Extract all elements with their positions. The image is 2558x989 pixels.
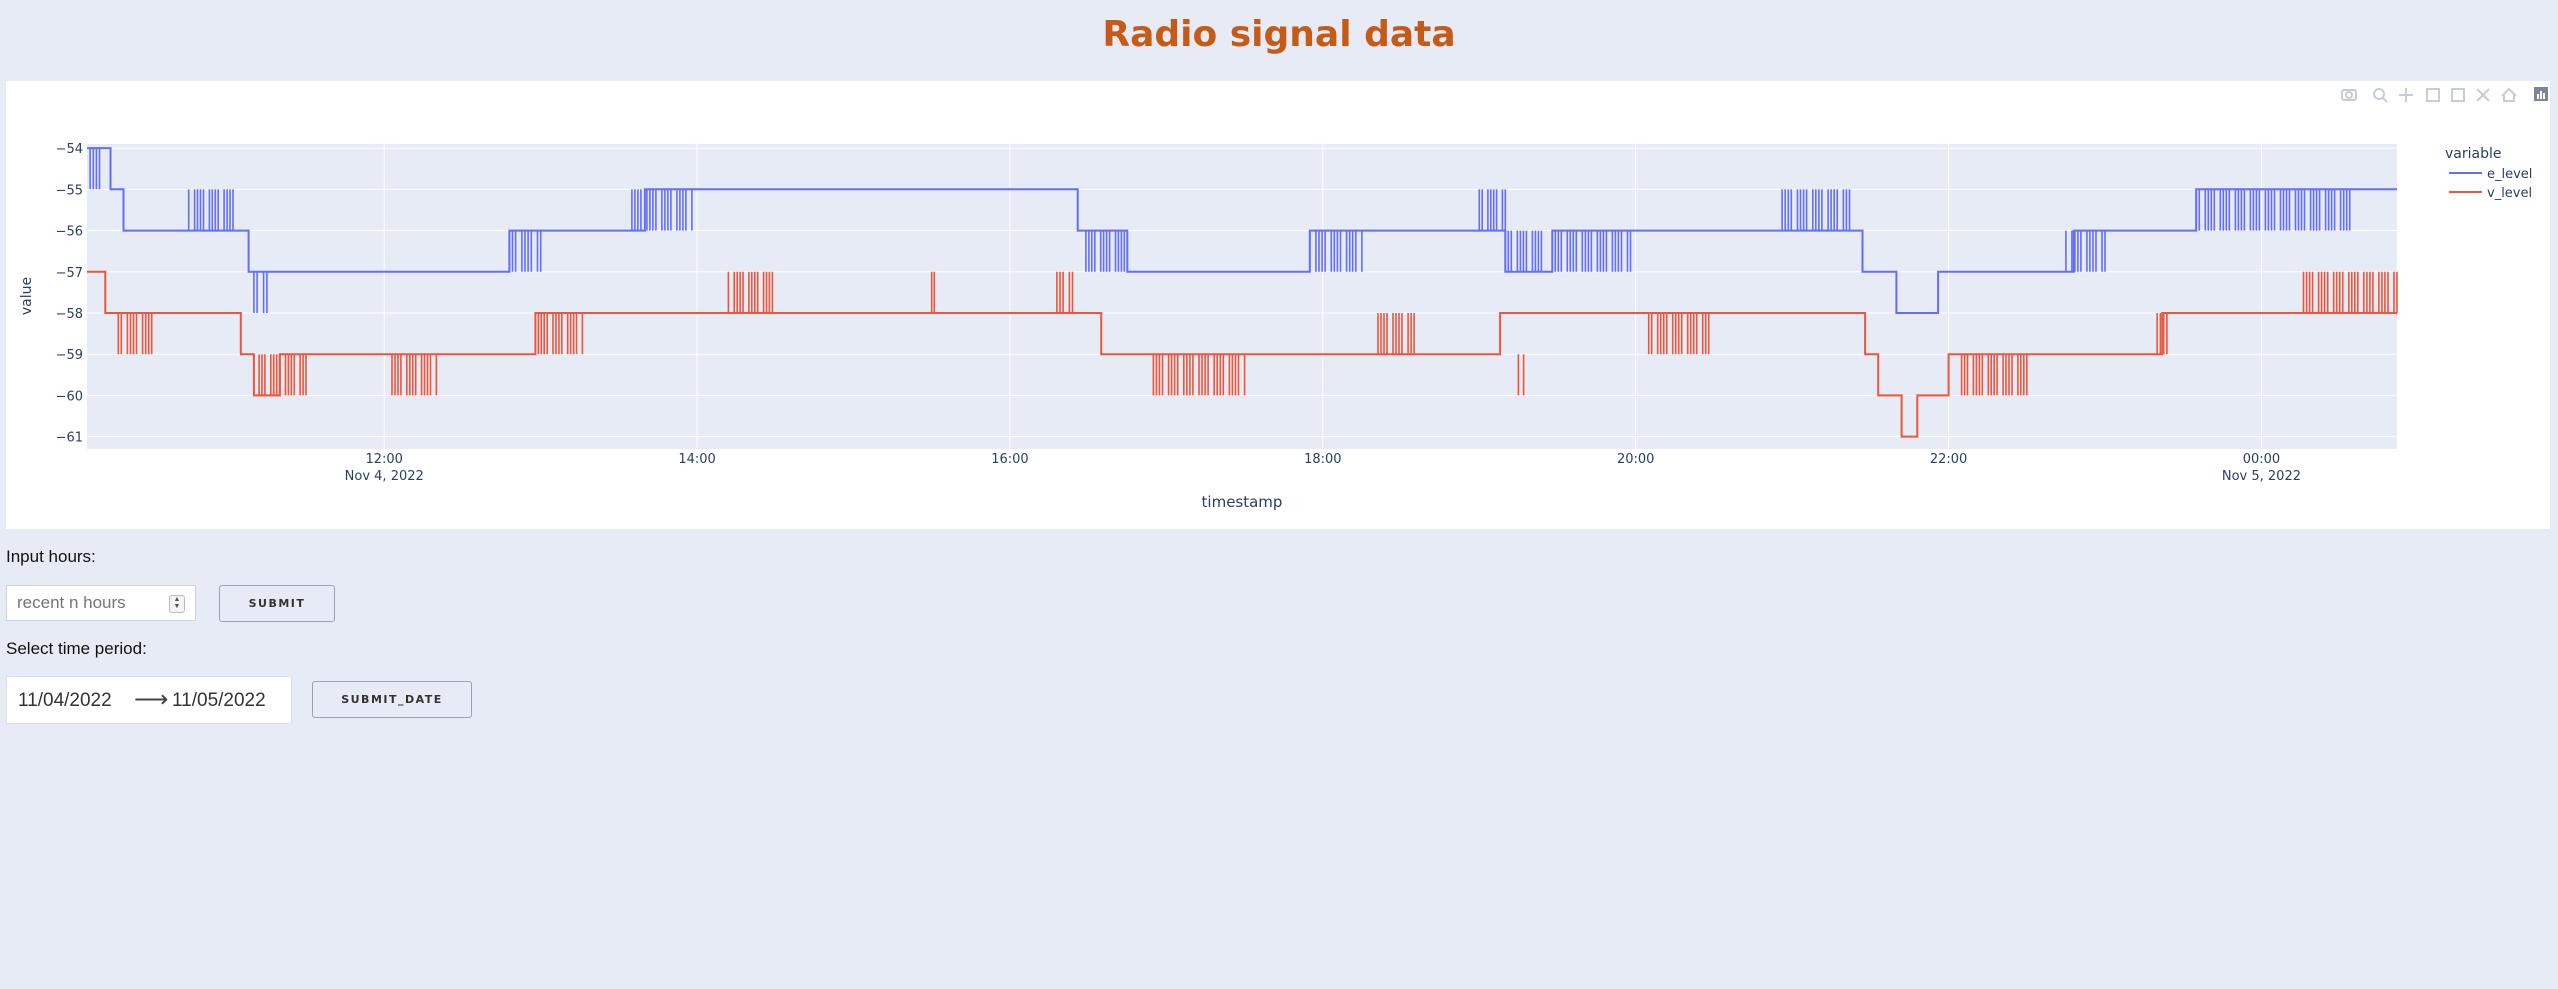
y-tick-label: −58 bbox=[56, 307, 83, 322]
x-tick-labels: 12:00 Nov 4, 2022 14:00 16:00 18:00 20:00 22:0… bbox=[345, 452, 2301, 484]
legend-label-v-level: v_level bbox=[2487, 186, 2532, 201]
y-tick-label: −59 bbox=[56, 348, 83, 363]
series-flicker-band bbox=[1478, 189, 1507, 231]
y-tick-label: −54 bbox=[56, 142, 83, 157]
x-tick-label: 18:00 bbox=[1304, 452, 1341, 467]
zoom-icon[interactable] bbox=[2373, 88, 2388, 103]
plot-background bbox=[87, 144, 2397, 449]
hours-input-placeholder: recent n hours bbox=[17, 593, 126, 612]
x-tick-sublabel: Nov 5, 2022 bbox=[2222, 469, 2301, 484]
series-flicker-band bbox=[1085, 230, 1126, 272]
series-flicker-band bbox=[1056, 271, 1074, 313]
series-line bbox=[87, 270, 2397, 438]
series-flicker-band bbox=[1309, 230, 1363, 272]
y-tick-label: −57 bbox=[56, 266, 83, 281]
series-layer bbox=[87, 147, 2398, 438]
series-flicker-band bbox=[1517, 354, 1525, 396]
y-axis-title: value bbox=[19, 277, 35, 315]
pan-icon[interactable] bbox=[2399, 88, 2413, 102]
series-flicker-band bbox=[253, 271, 268, 313]
legend-title: variable bbox=[2445, 146, 2501, 162]
series-flicker-band bbox=[2156, 313, 2168, 355]
autoscale-icon[interactable] bbox=[2476, 88, 2490, 102]
x-tick-sublabel: Nov 4, 2022 bbox=[345, 469, 424, 484]
x-tick-label: 00:00 bbox=[2243, 452, 2280, 467]
series-flicker-band bbox=[1504, 230, 1543, 272]
y-tick-label: −56 bbox=[56, 225, 83, 240]
series-flicker-band bbox=[1781, 189, 1851, 231]
series-flicker-band bbox=[631, 189, 693, 231]
date-range-picker[interactable]: 11/04/2022 ⟶ 11/05/2022 bbox=[6, 676, 292, 724]
series-flicker-band bbox=[508, 230, 542, 272]
submit-button[interactable]: SUBMIT bbox=[219, 585, 335, 622]
plotly-logo-icon[interactable] bbox=[2534, 87, 2548, 101]
x-tick-label: 20:00 bbox=[1617, 452, 1654, 467]
y-tick-label: −60 bbox=[56, 389, 83, 404]
start-date-input[interactable]: 11/04/2022 bbox=[18, 690, 112, 711]
series-flicker-band bbox=[1551, 230, 1632, 272]
series-flicker-band bbox=[391, 354, 438, 396]
y-tick-label: −55 bbox=[56, 183, 83, 198]
series-flicker-band bbox=[89, 148, 101, 190]
graph-card: −54 −55 −56 −57 −58 −59 −60 −61 12:00 Nov 4, 202… bbox=[6, 81, 2550, 529]
series-flicker-band bbox=[117, 313, 153, 355]
series-flicker-band bbox=[537, 313, 584, 355]
hours-label: Input hours: bbox=[6, 547, 96, 566]
x-tick-label: 12:00 bbox=[365, 452, 402, 467]
number-stepper[interactable]: ▲ ▼ bbox=[169, 595, 185, 613]
series-flicker-band bbox=[727, 271, 774, 313]
series-flicker-band bbox=[1960, 354, 2028, 396]
x-axis-title: timestamp bbox=[1202, 493, 1283, 511]
hours-input[interactable]: recent n hours ▲ ▼ bbox=[6, 585, 196, 621]
modebar bbox=[2341, 87, 2548, 103]
legend-item-e-level[interactable]: e_level bbox=[2449, 167, 2532, 182]
page-title: Radio signal data bbox=[1102, 14, 1456, 55]
series-flicker-band bbox=[187, 189, 234, 231]
date-range-arrow-icon: ⟶ bbox=[134, 686, 169, 713]
series-flicker-band bbox=[1377, 313, 1415, 355]
series-flicker-band bbox=[930, 271, 936, 313]
submit-date-button[interactable]: SUBMIT_DATE bbox=[312, 681, 472, 718]
legend[interactable]: variable e_level v_level bbox=[2445, 146, 2532, 201]
home-icon[interactable] bbox=[2501, 87, 2517, 102]
series-flicker-band bbox=[258, 354, 307, 396]
series-flicker-band bbox=[2195, 189, 2351, 231]
zoom-out-icon[interactable] bbox=[2451, 88, 2465, 102]
x-tick-label: 22:00 bbox=[1930, 452, 1967, 467]
end-date-input[interactable]: 11/05/2022 bbox=[172, 690, 266, 711]
y-tick-labels: −54 −55 −56 −57 −58 −59 −60 −61 bbox=[56, 142, 83, 446]
camera-icon[interactable] bbox=[2341, 89, 2357, 101]
gridlines bbox=[87, 144, 2397, 449]
y-tick-label: −61 bbox=[56, 431, 83, 446]
period-label: Select time period: bbox=[6, 639, 147, 658]
x-tick-label: 16:00 bbox=[991, 452, 1028, 467]
series-flicker-band bbox=[1152, 354, 1246, 396]
x-tick-label: 14:00 bbox=[678, 452, 715, 467]
series-flicker-band bbox=[1647, 313, 1710, 355]
legend-label-e-level: e_level bbox=[2487, 167, 2532, 182]
series-flicker-band bbox=[2065, 230, 2106, 272]
series-flicker-band bbox=[2302, 271, 2398, 313]
series-v-level[interactable] bbox=[87, 270, 2398, 438]
chart-svg[interactable]: −54 −55 −56 −57 −58 −59 −60 −61 12:00 Nov 4, 202… bbox=[6, 81, 2550, 529]
zoom-in-icon[interactable] bbox=[2426, 88, 2440, 102]
series-e-level[interactable] bbox=[87, 147, 2397, 314]
legend-item-v-level[interactable]: v_level bbox=[2449, 186, 2532, 201]
